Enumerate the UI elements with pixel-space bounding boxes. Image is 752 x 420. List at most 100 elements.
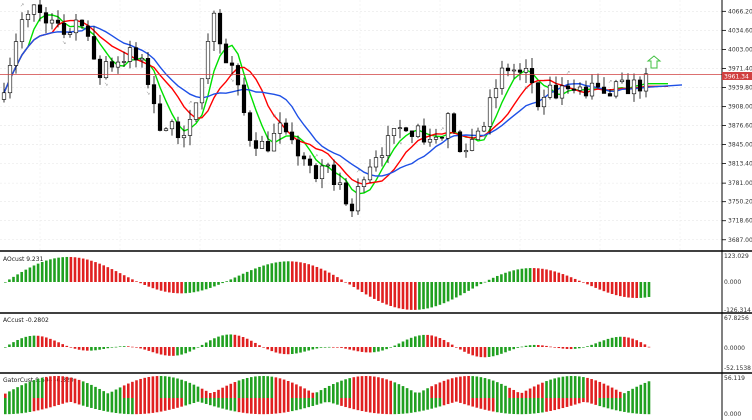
histogram-bar [286,261,290,282]
gator-lower-bar [619,398,622,412]
gator-lower-bar [578,398,581,404]
gator-upper-bar [114,389,118,398]
gator-lower-bar [303,398,306,409]
price-tick-label: 3876.60 [728,123,752,130]
gator-lower-bar [278,398,282,414]
histogram-bar [500,274,503,282]
price-tick-label: 4003.00 [728,46,752,53]
gator-lower-bar [151,398,155,413]
gator-lower-bar [61,398,64,404]
gator-axis-max: 56.119 [724,375,745,382]
gator-lower-bar [643,398,647,415]
gator-lower-bar [163,398,167,411]
gator-upper-bar [348,378,351,398]
price-axis: 4066.20 4034.60 4003.00 3971.40 3939.80 3908.… [721,0,752,420]
gator-upper-bar [414,392,417,398]
gator-upper-bar [344,379,347,398]
histogram-bar [69,347,73,348]
gator-lower-bar [635,398,638,414]
bullish-candle [445,113,451,139]
histogram-bar [450,344,454,347]
gator-indicator-pane[interactable]: GatorCust 9.604 -6.320 56.119 0.000 [3,375,745,418]
histogram-bar [184,347,187,354]
histogram-bar [619,282,622,297]
gator-upper-bar [409,390,413,398]
histogram-bar [344,281,347,283]
gator-upper-bar [459,376,462,398]
histogram-bar [8,279,11,282]
histogram-bar [233,277,237,282]
gator-lower-bar [348,398,351,409]
histogram-bar [90,260,93,282]
histogram-bar [532,268,536,282]
bearish-candle [535,82,541,108]
histogram-bar [430,335,433,347]
fractal-arrow-icon: ↗ [272,114,276,120]
histogram-bar [422,334,425,347]
gator-lower-bar [229,398,233,411]
fractal-arrow-icon: ↘ [104,82,108,88]
histogram-bar [582,347,585,348]
gator-upper-bar [590,379,593,398]
gator-lower-bar [434,398,438,408]
histogram-bar [610,282,614,294]
gator-lower-bar [553,398,556,411]
gator-upper-bar [598,381,602,398]
gator-lower-bar [118,398,122,414]
bullish-candle [619,79,625,83]
gator-lower-bar [467,398,470,406]
histogram-bar [81,347,85,351]
histogram-bar [65,345,69,347]
histogram-bar [254,342,257,347]
histogram-bar [434,336,438,347]
histogram-bar [217,336,220,347]
histogram-bar [360,282,364,293]
histogram-bar [590,344,593,347]
ao-indicator-pane[interactable]: AOcust 9.231 123.029 0.000 -126.314 [3,253,751,314]
gator-lower-bar [385,398,388,415]
bearish-candle [85,25,91,37]
histogram-bar [131,279,134,282]
bearish-candle [313,165,319,180]
histogram-bar [643,344,647,347]
gator-lower-bar [40,398,44,410]
gator-lower-bar [245,398,249,414]
gator-lower-bar [159,398,163,412]
gator-upper-bar [176,378,179,398]
bullish-candle [367,166,373,181]
bearish-candle [403,127,409,132]
histogram-bar [639,282,643,298]
fractal-arrow-icon: ↘ [482,134,486,140]
gator-upper-bar [405,388,409,398]
histogram-bar [147,282,151,287]
histogram-bar [606,282,610,293]
gator-upper-bar [569,376,573,398]
histogram-bar [532,344,536,347]
histogram-bar [53,258,56,282]
histogram-bar [385,282,388,305]
price-pane[interactable]: ↗ ↘ ↘ ↘ ↗ ↘ ↗ ↗ ↗ ↘ ↗ ↘ ↘ ↗ ↗ [0,0,722,250]
histogram-bar [450,282,454,300]
histogram-bar [340,279,343,282]
histogram-bar [20,338,23,347]
bullish-candle [13,41,19,66]
histogram-bar [106,347,110,349]
gator-upper-bar [262,376,265,398]
bearish-candle [625,79,631,95]
ac-indicator-pane[interactable]: ACcust -0.2802 67.8256 0.0000 -52.1538 [3,315,751,372]
histogram-bar [430,282,433,308]
gator-lower-bar [455,398,458,402]
histogram-bar [332,346,335,348]
gator-lower-bar [336,398,339,405]
bearish-candle [157,103,163,131]
gator-lower-bar [225,398,228,410]
gator-upper-bar [450,378,454,398]
gator-upper-bar [491,380,495,398]
price-tick-label: 3845.00 [728,142,752,149]
gator-upper-bar [561,376,565,398]
gator-upper-bar [40,377,44,398]
histogram-bar [282,261,286,282]
histogram-bar [24,336,28,347]
gator-lower-bar [565,398,569,407]
